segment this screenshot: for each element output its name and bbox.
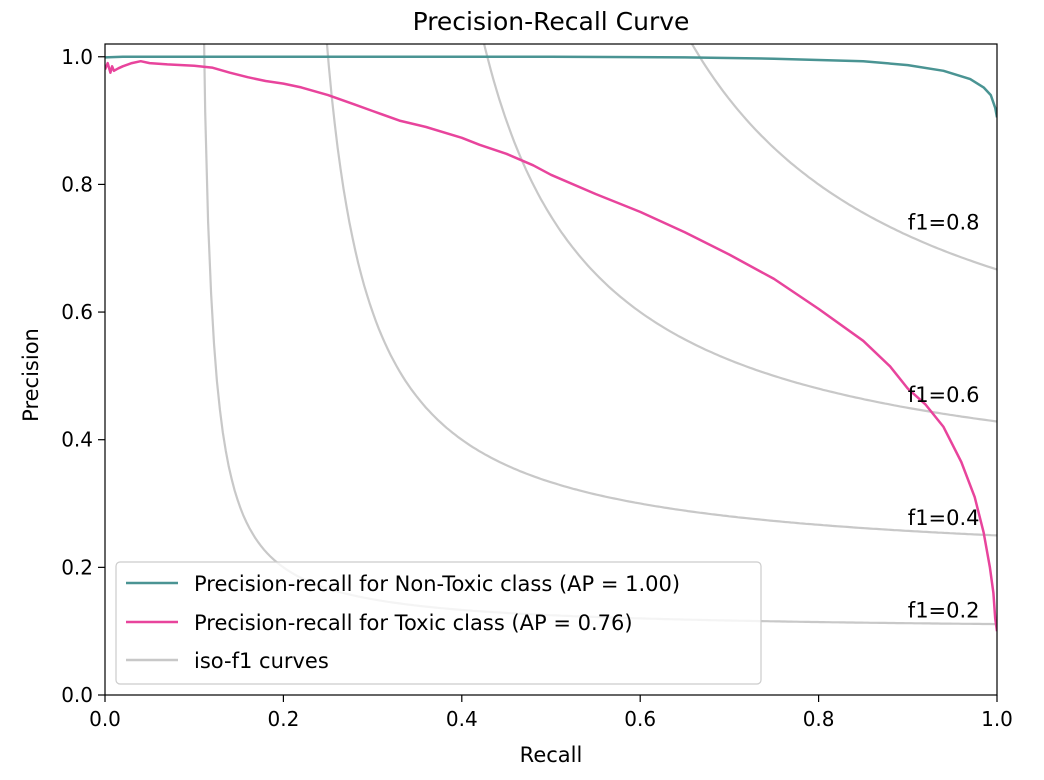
series-line-toxic <box>105 59 997 632</box>
y-tick-label: 0.8 <box>61 172 93 196</box>
y-tick-label: 0.6 <box>61 300 93 324</box>
axes: 0.0 0.2 0.4 0.6 0.8 1.0 0.0 0.2 0.4 0.6 0.8 1.0 <box>61 43 1013 731</box>
y-tick-label: 0.2 <box>61 555 93 579</box>
iso-f1-label-0.4: f1=0.4 <box>908 506 980 530</box>
y-tick-label: 1.0 <box>61 45 93 69</box>
legend: Precision-recall for Non-Toxic class (AP… <box>115 561 762 685</box>
legend-label-toxic: Precision-recall for Toxic class (AP = 0… <box>194 611 633 635</box>
plot-area: f1=0.2 f1=0.4 f1=0.6 f1=0.8 <box>105 44 997 632</box>
iso-f1-curve-0.6 <box>482 44 997 423</box>
x-tick-label: 0.4 <box>446 707 478 731</box>
y-tick-label: 0.0 <box>61 683 93 707</box>
legend-label-non-toxic: Precision-recall for Non-Toxic class (AP… <box>194 572 680 596</box>
y-tick-label: 0.4 <box>61 428 93 452</box>
legend-frame <box>115 561 762 685</box>
x-tick-label: 0.2 <box>267 707 299 731</box>
iso-f1-curve-0.4 <box>325 44 997 537</box>
x-tick-label: 0.6 <box>624 707 656 731</box>
iso-f1-curve-0.8 <box>690 44 997 271</box>
axes-frame <box>104 43 998 696</box>
series-line-non-toxic <box>105 55 997 118</box>
x-tick-label: 1.0 <box>981 707 1013 731</box>
iso-f1-label-0.2: f1=0.2 <box>908 598 980 622</box>
legend-label-iso-f1: iso-f1 curves <box>194 649 329 673</box>
y-axis-label: Precision <box>19 328 43 422</box>
x-tick-label: 0.0 <box>89 707 121 731</box>
iso-f1-label-0.6: f1=0.6 <box>908 383 980 407</box>
x-tick-label: 0.8 <box>803 707 835 731</box>
iso-f1-label-0.8: f1=0.8 <box>908 211 980 235</box>
x-axis-label: Recall <box>520 743 583 767</box>
chart-title: Precision-Recall Curve <box>413 7 690 36</box>
